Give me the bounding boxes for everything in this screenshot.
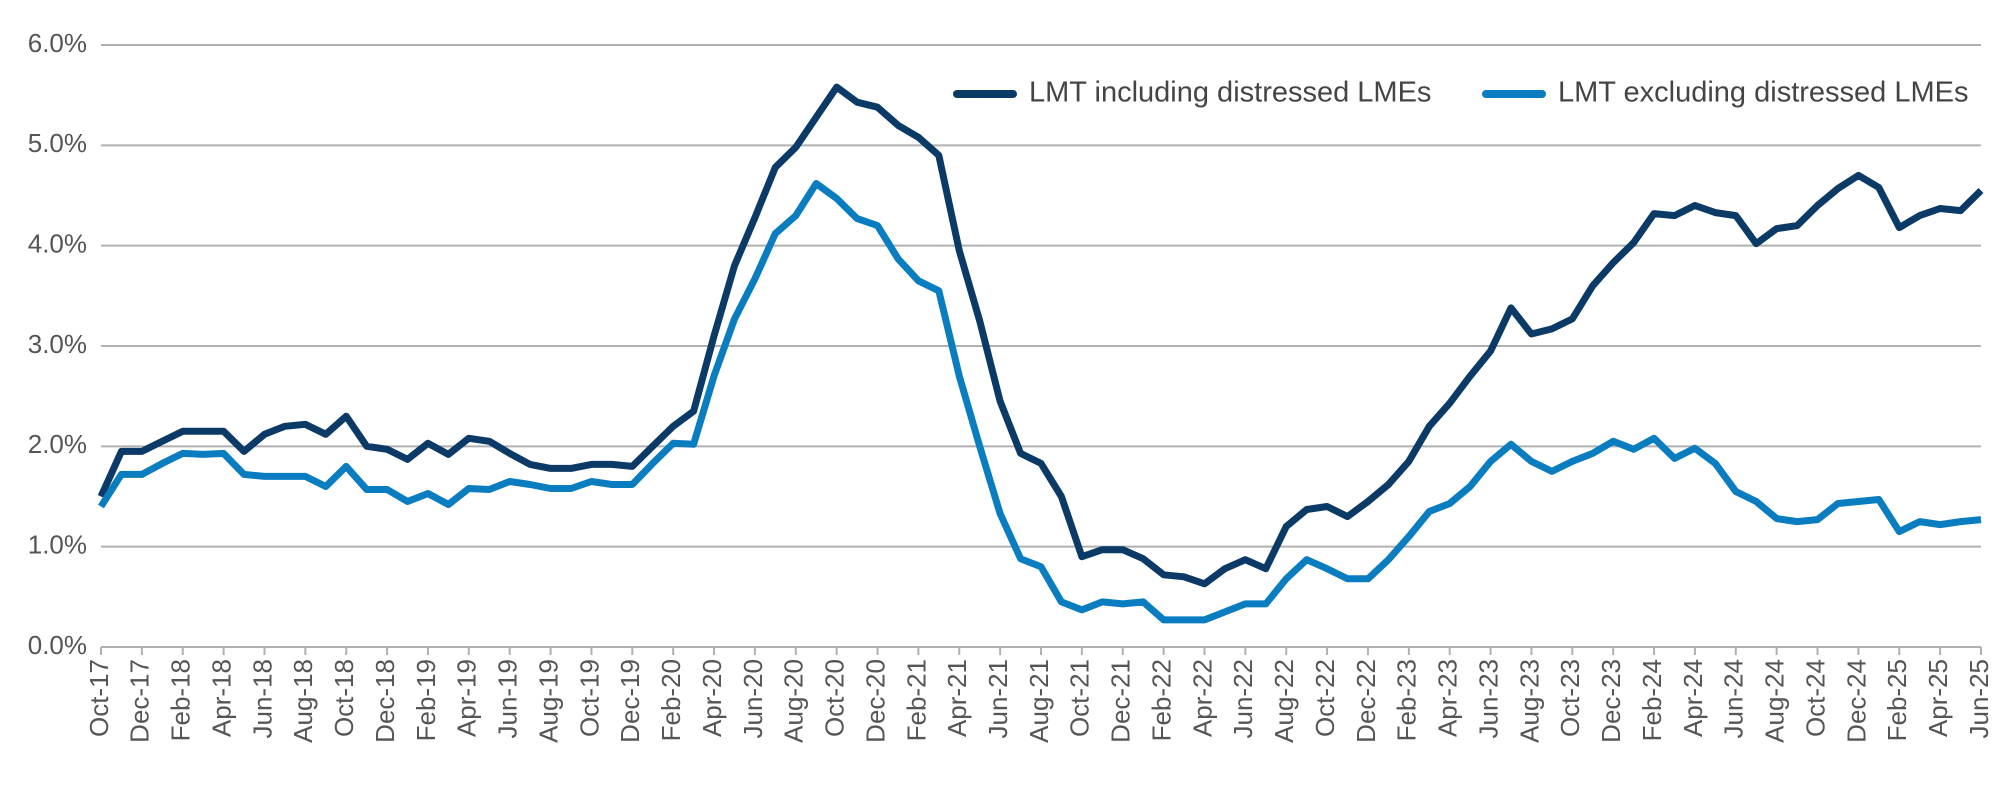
legend-label: LMT including distressed LMEs bbox=[1029, 77, 1431, 109]
x-tick-label: Jun-20 bbox=[738, 659, 768, 739]
x-tick-label: Feb-22 bbox=[1146, 659, 1176, 741]
x-tick-label: Dec-22 bbox=[1351, 659, 1381, 743]
x-tick-label: Jun-18 bbox=[247, 659, 277, 739]
x-tick-label: Feb-21 bbox=[901, 659, 931, 741]
x-tick-label: Feb-19 bbox=[411, 659, 441, 741]
x-tick-label: Jun-19 bbox=[493, 659, 523, 739]
x-tick-label: Aug-22 bbox=[1269, 659, 1299, 743]
x-tick-label: Dec-20 bbox=[860, 659, 890, 743]
y-tick-label: 0.0% bbox=[28, 630, 87, 660]
y-tick-label: 3.0% bbox=[28, 329, 87, 359]
x-tick-label: Apr-23 bbox=[1433, 659, 1463, 737]
x-tick-label: Aug-18 bbox=[288, 659, 318, 743]
x-tick-label: Apr-20 bbox=[697, 659, 727, 737]
y-tick-label: 4.0% bbox=[28, 229, 87, 259]
x-tick-label: Oct-23 bbox=[1555, 659, 1585, 737]
y-tick-label: 2.0% bbox=[28, 429, 87, 459]
x-tick-label: Apr-18 bbox=[206, 659, 236, 737]
y-tick-label: 6.0% bbox=[28, 28, 87, 58]
x-tick-label: Feb-25 bbox=[1882, 659, 1912, 741]
x-tick-label: Feb-20 bbox=[656, 659, 686, 741]
x-tick-label: Feb-24 bbox=[1637, 659, 1667, 741]
x-tick-label: Apr-19 bbox=[452, 659, 482, 737]
x-tick-label: Oct-20 bbox=[820, 659, 850, 737]
x-tick-label: Dec-24 bbox=[1841, 659, 1871, 743]
x-tick-label: Jun-24 bbox=[1719, 659, 1749, 739]
x-tick-label: Dec-18 bbox=[370, 659, 400, 743]
legend-label: LMT excluding distressed LMEs bbox=[1558, 77, 1968, 109]
x-tick-label: Oct-22 bbox=[1310, 659, 1340, 737]
x-tick-label: Feb-23 bbox=[1392, 659, 1422, 741]
x-tick-label: Apr-24 bbox=[1678, 659, 1708, 737]
x-tick-label: Aug-20 bbox=[779, 659, 809, 743]
x-tick-label: Aug-19 bbox=[533, 659, 563, 743]
x-tick-label: Aug-23 bbox=[1514, 659, 1544, 743]
x-tick-label: Oct-17 bbox=[84, 659, 114, 737]
x-tick-label: Dec-17 bbox=[125, 659, 155, 743]
y-tick-label: 5.0% bbox=[28, 128, 87, 158]
x-tick-label: Feb-18 bbox=[166, 659, 196, 741]
x-tick-label: Oct-21 bbox=[1065, 659, 1095, 737]
x-tick-label: Aug-24 bbox=[1760, 659, 1790, 743]
x-tick-label: Dec-21 bbox=[1106, 659, 1136, 743]
x-tick-label: Oct-24 bbox=[1800, 659, 1830, 737]
x-tick-label: Apr-21 bbox=[942, 659, 972, 737]
x-tick-label: Jun-23 bbox=[1473, 659, 1503, 739]
x-tick-label: Oct-18 bbox=[329, 659, 359, 737]
line-series bbox=[98, 180, 1982, 624]
line-series bbox=[97, 83, 1984, 588]
x-tick-label: Jun-25 bbox=[1964, 659, 1994, 739]
x-tick-label: Aug-21 bbox=[1024, 659, 1054, 743]
x-tick-label: Jun-21 bbox=[983, 659, 1013, 739]
x-tick-label: Apr-25 bbox=[1923, 659, 1953, 737]
x-tick-label: Oct-19 bbox=[574, 659, 604, 737]
y-tick-label: 1.0% bbox=[28, 530, 87, 560]
x-tick-label: Jun-22 bbox=[1228, 659, 1258, 739]
x-tick-label: Apr-22 bbox=[1187, 659, 1217, 737]
x-tick-label: Dec-19 bbox=[615, 659, 645, 743]
x-tick-label: Dec-23 bbox=[1596, 659, 1626, 743]
